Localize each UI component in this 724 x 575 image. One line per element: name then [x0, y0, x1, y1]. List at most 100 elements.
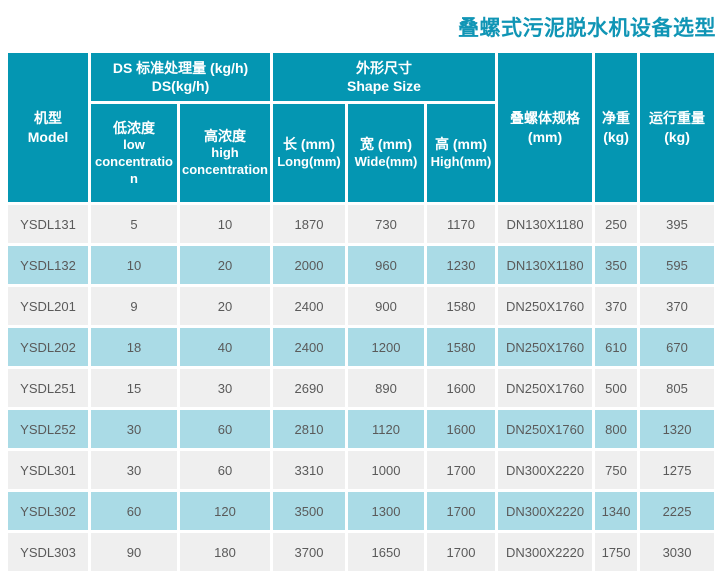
value-cell: 18 [91, 328, 177, 366]
value-cell: 750 [595, 451, 638, 489]
table-row: YSDL202 18 40 2400 1200 1580 DN250X1760 610 670 [8, 328, 715, 366]
value-cell: 1750 [595, 533, 638, 571]
value-cell: 350 [595, 246, 638, 284]
header-high-zh: 高浓度 [204, 128, 246, 145]
value-cell: 1580 [427, 287, 496, 325]
value-cell: 2400 [273, 287, 345, 325]
header-screw-spec-zh: 叠螺体规格 [510, 110, 581, 127]
header-high-concentration: 高浓度 high concentration [180, 104, 270, 202]
table-row: YSDL251 15 30 2690 890 1600 DN250X1760 500 805 [8, 369, 715, 407]
value-cell: 2810 [273, 410, 345, 448]
value-cell: 3310 [273, 451, 345, 489]
header-shape-zh: 外形尺寸 [356, 59, 413, 76]
value-cell: DN130X1180 [498, 205, 593, 243]
table-row: YSDL301 30 60 3310 1000 1700 DN300X2220 750 1275 [8, 451, 715, 489]
value-cell: 1600 [427, 410, 496, 448]
model-cell: YSDL302 [8, 492, 88, 530]
model-cell: YSDL131 [8, 205, 88, 243]
table-row: YSDL132 10 20 2000 960 1230 DN130X1180 350 595 [8, 246, 715, 284]
model-cell: YSDL202 [8, 328, 88, 366]
value-cell: 180 [180, 533, 270, 571]
model-cell: YSDL303 [8, 533, 88, 571]
value-cell: 1170 [427, 205, 496, 243]
value-cell: 730 [348, 205, 424, 243]
header-height-en: High(mm) [430, 153, 492, 169]
value-cell: 500 [595, 369, 638, 407]
header-shape-group: 外形尺寸 Shape Size [273, 53, 496, 101]
model-cell: YSDL301 [8, 451, 88, 489]
value-cell: 15 [91, 369, 177, 407]
header-low-concentration: 低浓度 low concentration [91, 104, 177, 202]
table-row: YSDL303 90 180 3700 1650 1700 DN300X2220 1750 30… [8, 533, 715, 571]
value-cell: DN250X1760 [498, 328, 593, 366]
spec-table: 机型 Model DS 标准处理量 (kg/h) DS(kg/h) 外形尺寸 S… [5, 50, 717, 574]
value-cell: 20 [180, 246, 270, 284]
value-cell: 60 [180, 410, 270, 448]
header-model-en: Model [27, 128, 69, 145]
value-cell: 3700 [273, 533, 345, 571]
header-running-weight-zh: 运行重量 [649, 110, 706, 127]
value-cell: 1580 [427, 328, 496, 366]
value-cell: 900 [348, 287, 424, 325]
header-ds-line1: DS 标准处理量 (kg/h) [112, 59, 249, 76]
value-cell: 1700 [427, 451, 496, 489]
value-cell: DN250X1760 [498, 287, 593, 325]
value-cell: 30 [91, 451, 177, 489]
value-cell: 1300 [348, 492, 424, 530]
header-length-en: Long(mm) [277, 153, 341, 169]
header-low-zh: 低浓度 [113, 119, 155, 136]
value-cell: 30 [180, 369, 270, 407]
value-cell: DN130X1180 [498, 246, 593, 284]
table-row: YSDL302 60 120 3500 1300 1700 DN300X2220 1340 22… [8, 492, 715, 530]
value-cell: 20 [180, 287, 270, 325]
value-cell: 9 [91, 287, 177, 325]
value-cell: DN300X2220 [498, 492, 593, 530]
spec-table-head: 机型 Model DS 标准处理量 (kg/h) DS(kg/h) 外形尺寸 S… [8, 53, 715, 202]
value-cell: 670 [640, 328, 715, 366]
table-row: YSDL252 30 60 2810 1120 1600 DN250X1760 800 1320 [8, 410, 715, 448]
value-cell: 1320 [640, 410, 715, 448]
value-cell: 30 [91, 410, 177, 448]
table-row: YSDL131 5 10 1870 730 1170 DN130X1180 250 395 [8, 205, 715, 243]
value-cell: 120 [180, 492, 270, 530]
value-cell: 3500 [273, 492, 345, 530]
header-low-en: low concentration [94, 136, 173, 186]
header-screw-spec-en: (mm) [527, 128, 563, 145]
value-cell: 1340 [595, 492, 638, 530]
value-cell: 60 [180, 451, 270, 489]
model-cell: YSDL251 [8, 369, 88, 407]
header-high-en: high concentration [182, 145, 268, 178]
value-cell: DN300X2220 [498, 451, 593, 489]
value-cell: 2225 [640, 492, 715, 530]
value-cell: 1275 [640, 451, 715, 489]
header-net-weight: 净重 (kg) [595, 53, 638, 202]
model-cell: YSDL252 [8, 410, 88, 448]
value-cell: 90 [91, 533, 177, 571]
header-height: 高 (mm) High(mm) [427, 104, 496, 202]
value-cell: 1870 [273, 205, 345, 243]
header-shape-en: Shape Size [347, 78, 421, 94]
value-cell: 370 [595, 287, 638, 325]
value-cell: 805 [640, 369, 715, 407]
value-cell: 3030 [640, 533, 715, 571]
value-cell: 890 [348, 369, 424, 407]
header-row-groups: 机型 Model DS 标准处理量 (kg/h) DS(kg/h) 外形尺寸 S… [8, 53, 715, 202]
model-cell: YSDL201 [8, 287, 88, 325]
header-screw-spec: 叠螺体规格 (mm) [498, 53, 593, 202]
value-cell: 250 [595, 205, 638, 243]
value-cell: 2690 [273, 369, 345, 407]
header-running-weight-en: (kg) [664, 128, 690, 145]
value-cell: 2000 [273, 246, 345, 284]
value-cell: DN300X2220 [498, 533, 593, 571]
value-cell: 1000 [348, 451, 424, 489]
header-model: 机型 Model [8, 53, 88, 202]
header-length: 长 (mm) Long(mm) [273, 104, 345, 202]
value-cell: 1230 [427, 246, 496, 284]
header-length-zh: 长 (mm) [282, 136, 336, 153]
value-cell: 960 [348, 246, 424, 284]
header-height-zh: 高 (mm) [434, 136, 488, 153]
value-cell: 2400 [273, 328, 345, 366]
value-cell: 60 [91, 492, 177, 530]
model-cell: YSDL132 [8, 246, 88, 284]
